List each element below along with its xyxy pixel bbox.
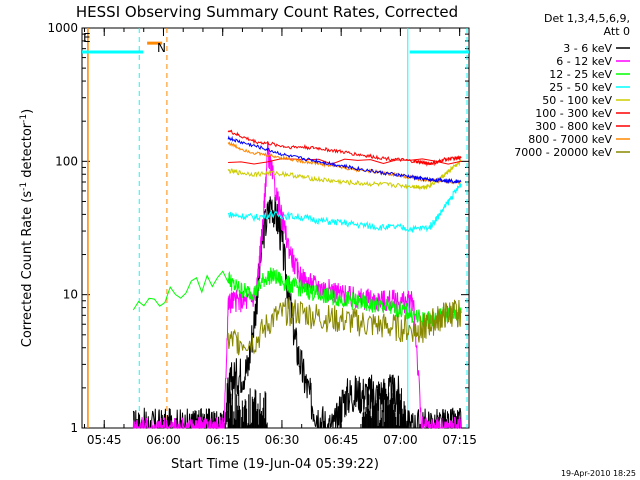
legend-label: 3 - 6 keV xyxy=(563,42,612,55)
legend-label: 300 - 800 keV xyxy=(535,120,612,133)
legend-label: 50 - 100 keV xyxy=(542,94,612,107)
legend-label: 12 - 25 keV xyxy=(549,68,612,81)
footer-timestamp: 19-Apr-2010 18:25 xyxy=(561,469,636,478)
eclipse-flag-e: E xyxy=(83,31,91,45)
legend-label: 800 - 7000 keV xyxy=(528,133,612,146)
legend-header-1: Det 1,3,4,5,6,9, xyxy=(544,12,630,25)
plot-border xyxy=(81,27,470,429)
x-tick-label: 05:45 xyxy=(87,433,122,447)
y-tick-label: 100 xyxy=(55,154,78,168)
series-line-3 xyxy=(227,183,462,233)
y-tick-label: 1000 xyxy=(47,21,78,35)
y-tick-label: 10 xyxy=(63,288,78,302)
legend-label: 6 - 12 keV xyxy=(556,55,612,68)
y-tick-label: 1 xyxy=(70,421,78,435)
legend-label: 100 - 300 keV xyxy=(535,107,612,120)
x-tick-label: 06:30 xyxy=(265,433,300,447)
series-line-1 xyxy=(132,141,462,430)
x-tick-label: 07:00 xyxy=(383,433,418,447)
series-line-blue xyxy=(227,135,462,185)
x-tick-label: 06:45 xyxy=(324,433,359,447)
y-axis-ticks: 1 10 100 1000 xyxy=(47,21,469,435)
legend-header-2: Att 0 xyxy=(604,25,630,38)
series-line-8 xyxy=(227,297,462,356)
x-tick-label: 07:15 xyxy=(442,433,477,447)
time-markers xyxy=(82,28,469,428)
series-group xyxy=(132,129,462,430)
x-tick-label: 06:00 xyxy=(146,433,181,447)
series-line-6 xyxy=(228,158,462,165)
x-tick-label: 06:15 xyxy=(205,433,240,447)
chart-title: HESSI Observing Summary Count Rates, Cor… xyxy=(76,3,458,21)
legend-label: 25 - 50 keV xyxy=(549,81,612,94)
plot-frame xyxy=(81,27,470,429)
y-axis-label: Corrected Count Rate (s-1 detector-1) xyxy=(19,109,35,347)
x-axis-label: Start Time (19-Jun-04 05:39:22) xyxy=(171,457,379,472)
night-flag-n: N xyxy=(157,41,166,55)
legend-label: 7000 - 20000 keV xyxy=(514,146,612,159)
